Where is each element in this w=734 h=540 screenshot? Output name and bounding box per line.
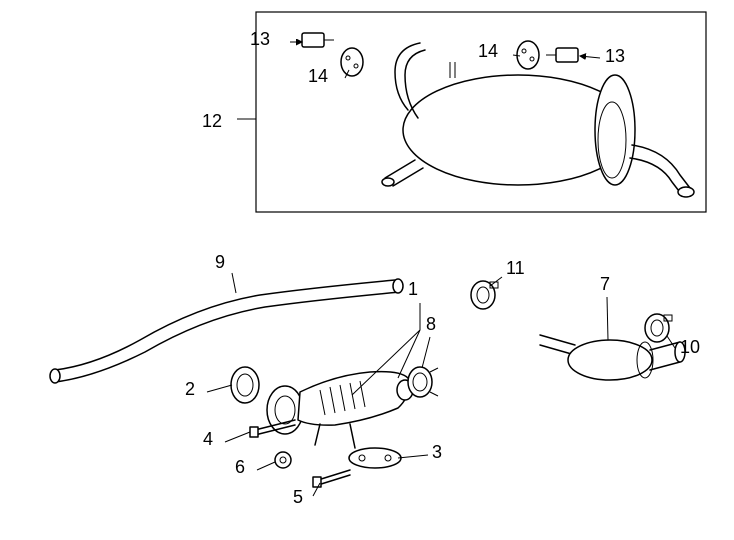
label-8: 8 bbox=[426, 314, 436, 334]
bracket-13-right bbox=[546, 48, 578, 62]
gasket-2 bbox=[231, 367, 259, 403]
insulator-14-left bbox=[341, 48, 363, 76]
label-11: 11 bbox=[506, 258, 525, 278]
label-13a: 13 bbox=[250, 29, 270, 49]
label-7: 7 bbox=[600, 274, 610, 294]
muffler-assembly bbox=[382, 43, 694, 197]
bracket-3 bbox=[349, 448, 401, 468]
label-4: 4 bbox=[203, 429, 213, 449]
label-5: 5 bbox=[293, 487, 303, 507]
label-14b: 14 bbox=[478, 41, 498, 61]
bracket-13-left bbox=[302, 33, 334, 47]
insulator-14-right bbox=[517, 41, 539, 69]
front-converter bbox=[267, 372, 413, 448]
nut-6 bbox=[275, 452, 291, 468]
label-13b: 13 bbox=[605, 46, 625, 66]
label-12: 12 bbox=[202, 111, 222, 131]
label-1: 1 bbox=[408, 279, 418, 299]
label-10: 10 bbox=[680, 337, 700, 357]
label-2: 2 bbox=[185, 379, 195, 399]
rear-converter bbox=[540, 335, 685, 380]
label-6: 6 bbox=[235, 457, 245, 477]
label-3: 3 bbox=[432, 442, 442, 462]
clamp-8 bbox=[408, 367, 438, 397]
label-14a: 14 bbox=[308, 66, 328, 86]
center-pipe bbox=[50, 279, 403, 383]
clamp-11 bbox=[471, 281, 498, 309]
bolt-5 bbox=[313, 470, 350, 487]
label-9: 9 bbox=[215, 252, 225, 272]
parts-diagram: 1 2 3 4 5 6 7 8 9 10 11 12 13 13 14 14 bbox=[0, 0, 734, 540]
